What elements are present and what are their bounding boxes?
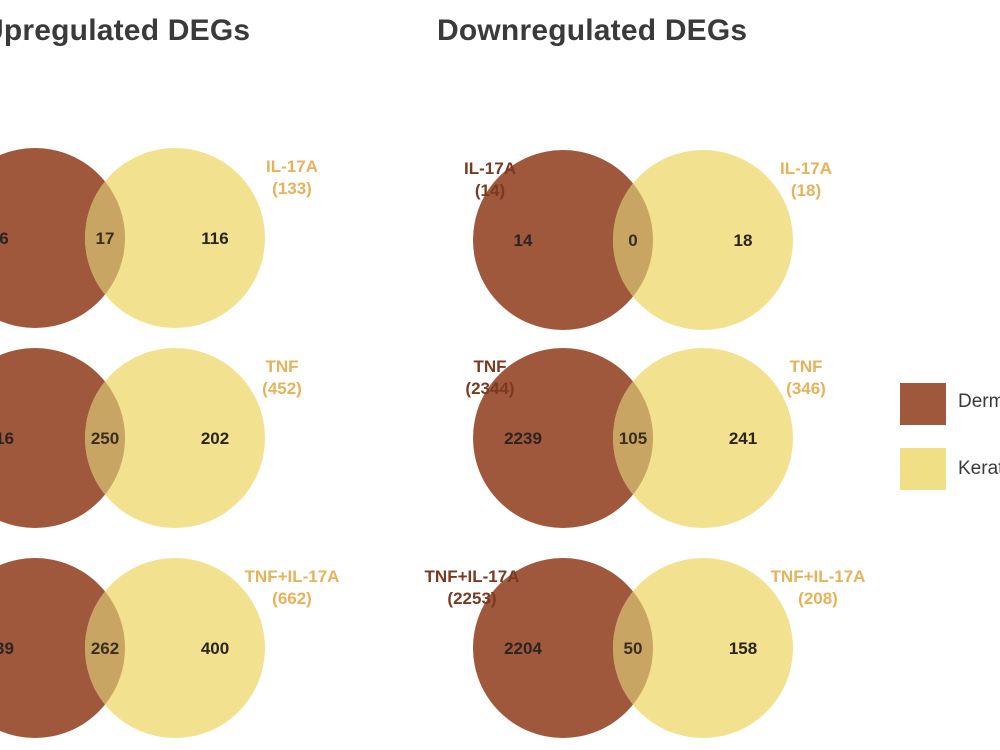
down-2-overlap-count: 105	[619, 429, 647, 448]
down-1-overlap-region	[612, 183, 653, 297]
down-3-overlap-count: 50	[624, 639, 643, 658]
up-2-keratinocyte-only-count: 202	[201, 429, 229, 448]
up-1-keratinocyte-only-count: 116	[201, 229, 228, 248]
up-2-keratinocyte-total: (452)	[262, 379, 302, 398]
up-1-overlap-count: 17	[96, 229, 115, 248]
up-3-keratinocyte-total: (662)	[272, 589, 312, 608]
down-2-overlap-region	[612, 381, 653, 495]
up-2-overlap-region	[84, 381, 126, 495]
up-2-keratinocyte-label: TNF	[265, 357, 298, 376]
down-1-overlap-count: 0	[628, 231, 637, 250]
down-3-dermal-only-count: 2204	[504, 639, 542, 658]
down-2-dermal-only-count: 2239	[504, 429, 542, 448]
down-2-keratinocyte-circle	[613, 348, 793, 528]
down-2-keratinocyte-total: (346)	[786, 379, 826, 398]
downregulated-title: Downregulated DEGs	[437, 14, 748, 47]
up-3-dermal-circle	[0, 558, 125, 738]
down-2-dermal-circle	[473, 348, 653, 528]
down-3-keratinocyte-label: TNF+IL-17A	[771, 567, 866, 586]
legend-swatch-keratinocyte	[900, 448, 946, 490]
down-3-dermal-total: (2253)	[447, 589, 496, 608]
down-3-dermal-circle	[473, 558, 653, 738]
down-3-keratinocyte-total: (208)	[798, 589, 838, 608]
down-2-dermal-label: TNF	[473, 357, 506, 376]
up-1-dermal-only-count: 116	[0, 229, 9, 248]
legend-label-dermal: Dermal fibroblasts	[958, 391, 1000, 412]
down-2-keratinocyte-only-count: 241	[729, 429, 757, 448]
down-3-overlap-region	[613, 591, 653, 705]
legend-swatch-dermal	[900, 383, 946, 425]
up-3-keratinocyte-only-count: 400	[201, 639, 229, 658]
down-1-keratinocyte-label: IL-17A	[780, 159, 832, 178]
up-2-overlap-count: 250	[91, 429, 119, 448]
up-1-keratinocyte-circle	[85, 148, 265, 328]
up-1-dermal-circle	[0, 148, 125, 328]
up-1-keratinocyte-label: IL-17A	[266, 157, 318, 176]
up-3-dermal-only-count: 2639	[0, 639, 14, 658]
down-3-keratinocyte-only-count: 158	[729, 639, 757, 658]
up-2-dermal-only-count: 2616	[0, 429, 14, 448]
up-3-keratinocyte-circle	[85, 558, 265, 738]
up-3-keratinocyte-label: TNF+IL-17A	[245, 567, 340, 586]
down-1-dermal-only-count: 14	[514, 231, 533, 250]
down-1-keratinocyte-only-count: 18	[734, 231, 753, 250]
down-3-dermal-label: TNF+IL-17A	[425, 567, 520, 586]
up-2-dermal-circle	[0, 348, 125, 528]
down-1-dermal-total: (14)	[475, 181, 505, 200]
upregulated-title: Upregulated DEGs	[0, 14, 251, 47]
up-1-keratinocyte-total: (133)	[272, 179, 312, 198]
up-2-keratinocyte-circle	[85, 348, 265, 528]
up-3-overlap-count: 262	[91, 639, 119, 658]
down-3-keratinocyte-circle	[613, 558, 793, 738]
legend-label-keratinocyte: Keratinocytes	[958, 458, 1000, 479]
down-2-dermal-total: (2344)	[465, 379, 514, 398]
up-1-overlap-region	[85, 181, 125, 295]
down-1-keratinocyte-circle	[613, 150, 793, 330]
down-2-keratinocyte-label: TNF	[789, 357, 822, 376]
up-3-overlap-region	[85, 591, 125, 705]
down-1-dermal-circle	[473, 150, 653, 330]
down-1-keratinocyte-total: (18)	[791, 181, 821, 200]
down-1-dermal-label: IL-17A	[464, 159, 516, 178]
